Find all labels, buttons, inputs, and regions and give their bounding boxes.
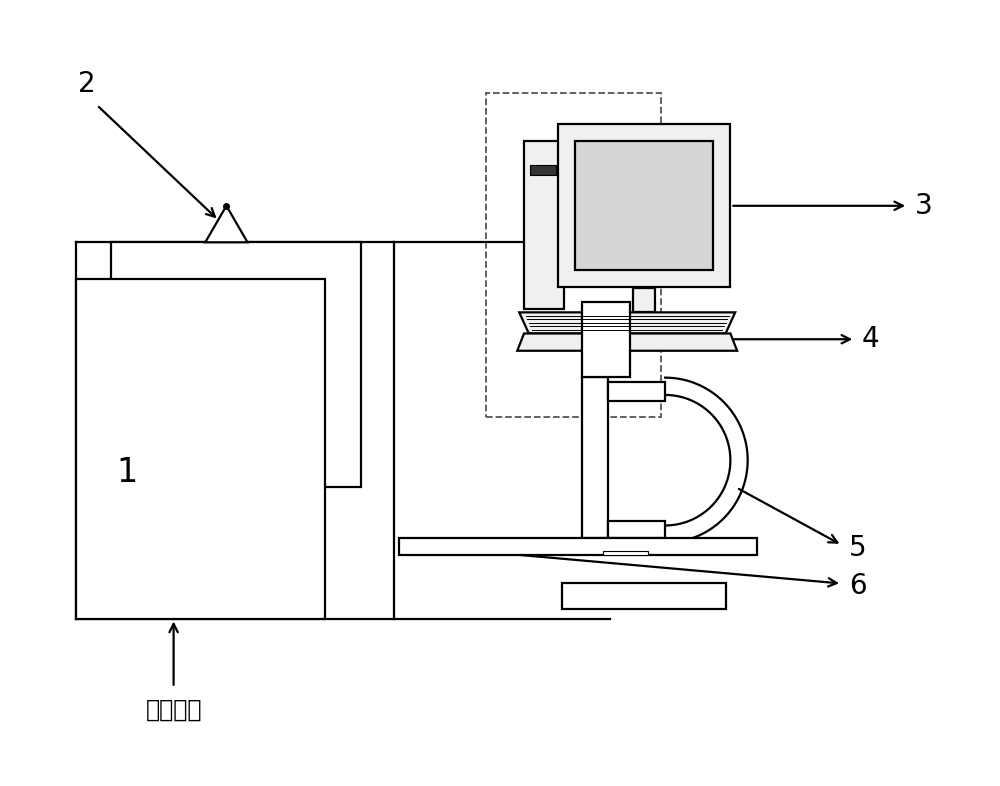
Bar — [486, 94, 661, 417]
Text: 5: 5 — [849, 534, 866, 562]
Bar — [399, 538, 757, 555]
Polygon shape — [519, 312, 735, 333]
Polygon shape — [205, 206, 248, 242]
Text: 6: 6 — [849, 572, 866, 601]
Polygon shape — [517, 333, 737, 351]
Bar — [575, 141, 713, 270]
Bar — [76, 279, 325, 619]
Bar — [582, 302, 630, 376]
Text: 3: 3 — [915, 192, 932, 220]
Bar — [530, 166, 556, 175]
Bar — [111, 242, 361, 487]
Text: 4: 4 — [862, 325, 880, 353]
Text: 样品入口: 样品入口 — [145, 697, 202, 722]
Bar — [524, 141, 564, 310]
Bar — [608, 520, 665, 538]
Bar — [603, 552, 648, 555]
Bar — [562, 583, 726, 609]
Bar — [608, 383, 665, 401]
Bar — [582, 376, 608, 538]
Text: 1: 1 — [116, 457, 137, 489]
Bar — [558, 124, 730, 288]
Bar — [633, 288, 655, 312]
Text: 2: 2 — [78, 70, 95, 98]
